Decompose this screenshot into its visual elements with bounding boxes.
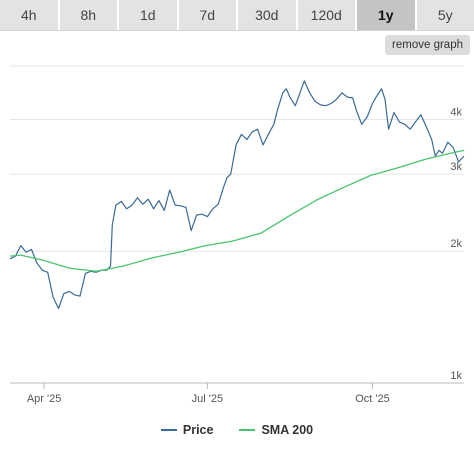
tab-5y[interactable]: 5y [437,7,453,23]
tab-1d[interactable]: 1d [119,0,179,30]
x-tick-label: Jul '25 [192,393,223,405]
legend-label: SMA 200 [261,423,314,437]
grid [10,65,464,384]
series-line-price [9,80,465,310]
y-tick-label: 4k [450,106,462,118]
legend-item-price[interactable]: Price [160,423,214,437]
remove-graph-button[interactable]: remove graph [385,35,470,55]
tab-30d[interactable]: 30d [238,0,298,30]
x-tick-label: Apr '25 [27,393,62,405]
y-axis: 1k 2k 3k 4k [450,106,462,382]
tab-1y[interactable]: 1y [357,0,417,30]
series [9,80,465,310]
legend-label: Price [182,423,214,437]
y-tick-label: 1k [450,370,462,382]
x-axis: Apr '25 Jul '25 Oct '25 [27,383,390,405]
legend-swatch [239,429,256,431]
y-tick-label: 3k [450,161,462,173]
timeframe-tabs: 4h 8h 1d 7d 30d 120d 1y 5y [0,0,474,31]
series-line-sma-200 [9,149,465,272]
legend-item-sma-200[interactable]: SMA 200 [239,423,313,437]
tab-8h[interactable]: 8h [60,0,119,30]
x-tick-label: Oct '25 [355,393,390,405]
tab-4h[interactable]: 4h [0,0,60,30]
tab-7d[interactable]: 7d [179,0,238,30]
legend-swatch [160,429,177,431]
tab-120d[interactable]: 120d [298,0,357,30]
y-tick-label: 2k [450,238,462,250]
legend: Price SMA 200 [0,421,474,439]
